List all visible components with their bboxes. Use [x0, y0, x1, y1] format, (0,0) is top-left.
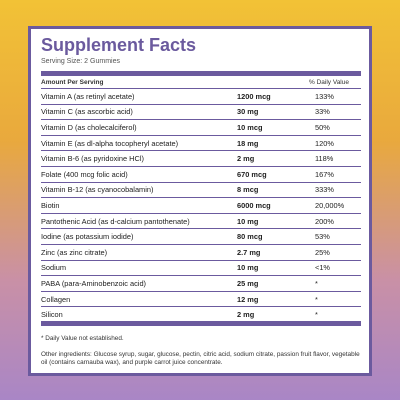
nutrient-amount: 10 mg — [237, 263, 259, 273]
nutrient-amount: 80 mcg — [237, 232, 263, 242]
table-row: Collagen 12 mg * — [41, 292, 361, 308]
nutrient-name: Sodium — [41, 263, 67, 273]
nutrient-daily-value: * — [315, 278, 318, 288]
nutrient-amount: 2 mg — [237, 154, 255, 164]
nutrient-amount: 1200 mcg — [237, 91, 271, 101]
daily-value-footnote: * Daily Value not established. — [41, 335, 124, 343]
nutrient-amount: 2 mg — [237, 309, 255, 319]
nutrient-name: Iodine (as potassium iodide) — [41, 232, 134, 242]
table-row: Zinc (as zinc citrate) 2.7 mg 25% — [41, 245, 361, 261]
nutrient-name: Vitamin A (as retinyl acetate) — [41, 91, 135, 101]
nutrient-daily-value: 33% — [315, 107, 330, 117]
daily-value-header: % Daily Value — [309, 78, 349, 86]
nutrient-amount: 10 mg — [237, 216, 259, 226]
table-row: Vitamin C (as ascorbic acid) 30 mg 33% — [41, 105, 361, 121]
nutrient-daily-value: <1% — [315, 263, 330, 273]
panel-title: Supplement Facts — [41, 35, 197, 55]
nutrient-name: Zinc (as zinc citrate) — [41, 247, 108, 257]
nutrient-amount: 8 mcg — [237, 185, 259, 195]
table-row: Sodium 10 mg <1% — [41, 261, 361, 277]
nutrient-name: Vitamin B-6 (as pyridoxine HCl) — [41, 154, 144, 164]
nutrient-amount: 2.7 mg — [237, 247, 261, 257]
nutrient-name: Vitamin C (as ascorbic acid) — [41, 107, 133, 117]
table-row: Vitamin A (as retinyl acetate) 1200 mcg … — [41, 89, 361, 105]
nutrient-daily-value: 118% — [315, 154, 334, 164]
nutrient-daily-value: 53% — [315, 232, 330, 242]
nutrient-daily-value: 20,000% — [315, 200, 345, 210]
nutrient-daily-value: 25% — [315, 247, 330, 257]
nutrient-name: Folate (400 mcg folic acid) — [41, 169, 128, 179]
nutrient-name: PABA (para-Aminobenzoic acid) — [41, 278, 147, 288]
table-row: Vitamin E (as dl-alpha tocopheryl acetat… — [41, 136, 361, 152]
serving-size: Serving Size: 2 Gummies — [41, 58, 120, 65]
nutrient-daily-value: * — [315, 309, 318, 319]
nutrient-amount: 30 mg — [237, 107, 259, 117]
supplement-facts-panel: Supplement Facts Serving Size: 2 Gummies… — [28, 26, 372, 376]
nutrient-name: Vitamin D (as cholecalciferol) — [41, 122, 137, 132]
nutrient-daily-value: 133% — [315, 91, 334, 101]
table-row: Vitamin B-6 (as pyridoxine HCl) 2 mg 118… — [41, 151, 361, 167]
nutrient-daily-value: 200% — [315, 216, 334, 226]
table-row: Silicon 2 mg * — [41, 307, 361, 327]
nutrient-name: Vitamin E (as dl-alpha tocopheryl acetat… — [41, 138, 179, 148]
table-row: PABA (para-Aminobenzoic acid) 25 mg * — [41, 276, 361, 292]
table-row: Folate (400 mcg folic acid) 670 mcg 167% — [41, 167, 361, 183]
other-ingredients: Other ingredients: Glucose syrup, sugar,… — [41, 351, 360, 367]
nutrient-daily-value: 167% — [315, 169, 334, 179]
nutrient-amount: 670 mcg — [237, 169, 267, 179]
nutrient-amount: 12 mg — [237, 294, 259, 304]
nutrient-name: Collagen — [41, 294, 71, 304]
nutrient-amount: 25 mg — [237, 278, 259, 288]
nutrient-name: Vitamin B-12 (as cyanocobalamin) — [41, 185, 154, 195]
table-row: Pantothenic Acid (as d-calcium pantothen… — [41, 214, 361, 230]
nutrient-daily-value: 50% — [315, 122, 330, 132]
nutrient-amount: 18 mg — [237, 138, 259, 148]
table-row: Biotin 6000 mcg 20,000% — [41, 198, 361, 214]
thick-divider — [41, 71, 361, 76]
table-row: Vitamin D (as cholecalciferol) 10 mcg 50… — [41, 120, 361, 136]
nutrient-daily-value: 333% — [315, 185, 334, 195]
nutrient-name: Biotin — [41, 200, 60, 210]
table-header: Amount Per Serving % Daily Value — [41, 76, 361, 89]
table-row: Iodine (as potassium iodide) 80 mcg 53% — [41, 229, 361, 245]
amount-per-serving-header: Amount Per Serving — [41, 78, 104, 86]
nutrient-amount: 10 mcg — [237, 122, 263, 132]
nutrient-daily-value: 120% — [315, 138, 334, 148]
nutrient-amount: 6000 mcg — [237, 200, 271, 210]
table-row: Vitamin B-12 (as cyanocobalamin) 8 mcg 3… — [41, 183, 361, 199]
nutrient-daily-value: * — [315, 294, 318, 304]
nutrient-name: Silicon — [41, 309, 63, 319]
nutrient-name: Pantothenic Acid (as d-calcium pantothen… — [41, 216, 190, 226]
